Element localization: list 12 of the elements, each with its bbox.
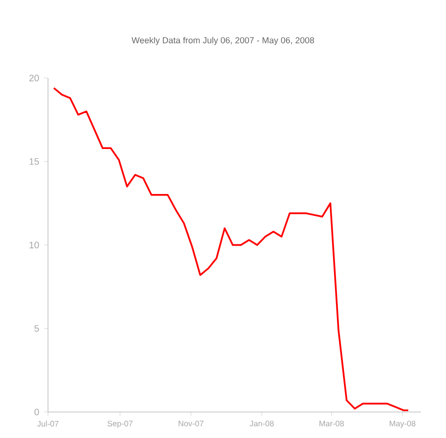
x-tick-label: Nov-07 xyxy=(178,420,204,426)
x-tick-label: Jan-08 xyxy=(250,420,274,426)
x-tick-label: Jul-07 xyxy=(37,420,59,427)
x-tick-label: Mar-08 xyxy=(320,420,344,426)
y-tick-label: 0 xyxy=(34,408,39,416)
y-tick-label: 10 xyxy=(30,242,39,248)
y-tick-label: 15 xyxy=(30,158,39,165)
chart-subtitle: Weekly Data from July 06, 2007 - May 06, 2008 xyxy=(132,36,314,46)
x-tick-label: May-08 xyxy=(390,420,416,428)
y-tick-label: 5 xyxy=(34,325,39,332)
y-tick-label: 20 xyxy=(29,74,39,82)
x-tick-label: Sep-07 xyxy=(108,420,133,428)
